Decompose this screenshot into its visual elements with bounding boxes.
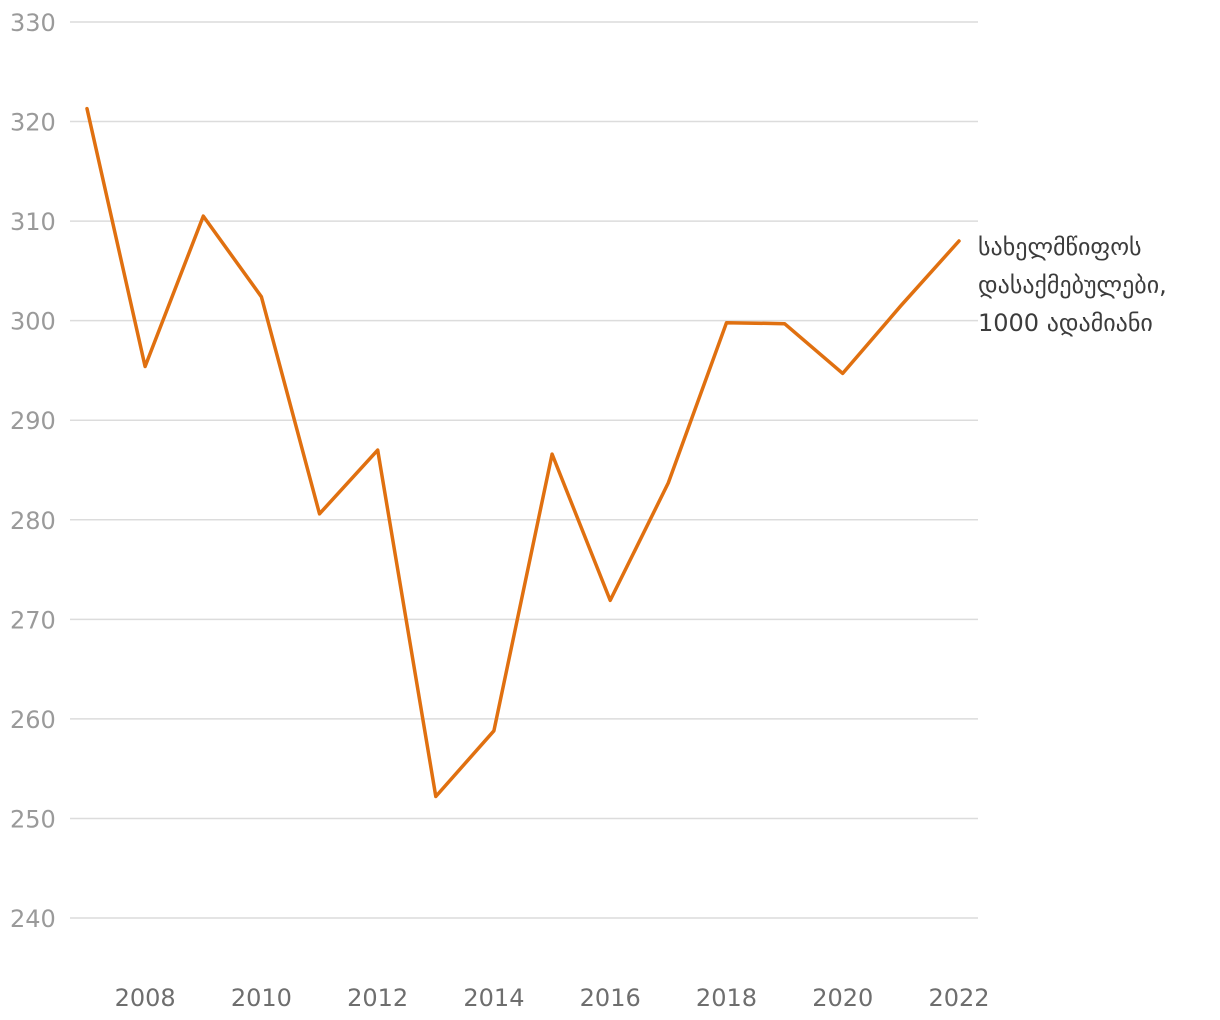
x-tick-label: 2014 (463, 984, 524, 1012)
series-layer (85, 106, 961, 799)
series-label-line: 1000 ადამიანი (978, 309, 1153, 337)
series-label-line: სახელმწიფოს (978, 233, 1142, 261)
y-axis-ticks: 240 250 260 270 280 290 300 310 320 330 (10, 9, 56, 933)
y-tick-label: 310 (10, 208, 56, 236)
series-line (85, 106, 961, 799)
series-label: სახელმწიფოს დასაქმებულები, 1000 ადამიანი (978, 233, 1167, 337)
y-tick-label: 250 (10, 805, 56, 833)
y-tick-label: 260 (10, 706, 56, 734)
x-tick-label: 2022 (928, 984, 989, 1012)
x-tick-label: 2018 (696, 984, 757, 1012)
y-tick-label: 320 (10, 109, 56, 137)
grid-lines (70, 21, 978, 919)
x-axis-ticks: 2008 2010 2012 2014 2016 2018 2020 2022 (115, 984, 990, 1012)
x-tick-label: 2008 (115, 984, 176, 1012)
x-tick-label: 2012 (347, 984, 408, 1012)
y-tick-label: 330 (10, 9, 56, 37)
series-label-line: დასაქმებულები, (978, 271, 1167, 299)
y-tick-label: 300 (10, 308, 56, 336)
y-tick-label: 290 (10, 407, 56, 435)
x-tick-label: 2016 (580, 984, 641, 1012)
x-tick-label: 2010 (231, 984, 292, 1012)
y-tick-label: 280 (10, 507, 56, 535)
x-tick-label: 2020 (812, 984, 873, 1012)
y-tick-label: 240 (10, 905, 56, 933)
y-tick-label: 270 (10, 606, 56, 634)
